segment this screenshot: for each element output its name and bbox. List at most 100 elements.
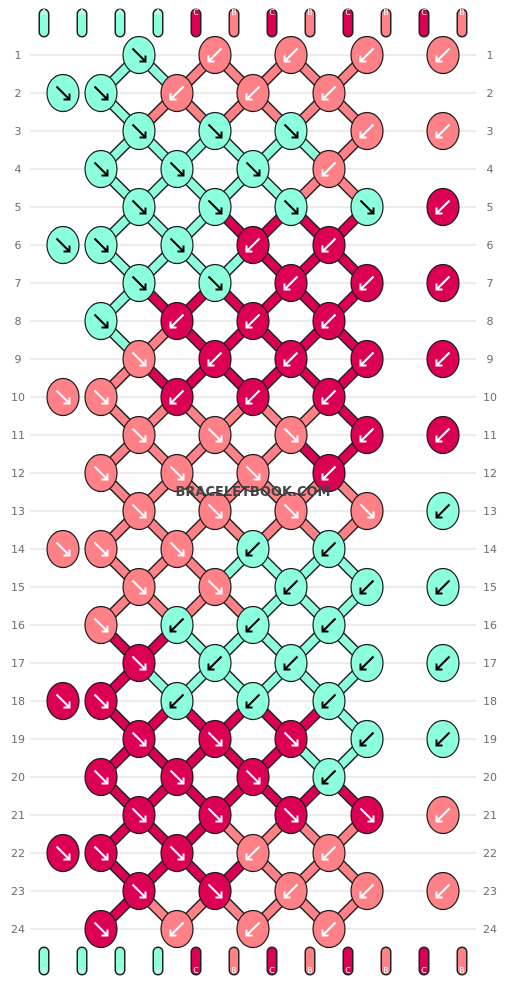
knot (350, 263, 384, 303)
knot-arrow (435, 199, 451, 215)
knot (312, 453, 346, 493)
strand-label-bottom: B (383, 966, 389, 975)
knot-arrowhead (101, 169, 109, 177)
knot-arrowhead (367, 815, 375, 823)
knot (84, 757, 118, 797)
knot-arrow (131, 579, 147, 595)
knot-arrow (321, 389, 337, 405)
knot (84, 73, 118, 113)
knot-arrowhead (283, 587, 291, 595)
knot-arrow (245, 693, 261, 709)
knot-arrowhead (215, 207, 223, 215)
knot-arrowhead (139, 283, 147, 291)
knot-arrow (207, 199, 223, 215)
knot-arrow (93, 693, 109, 709)
knot (350, 187, 384, 227)
knot-arrowhead (63, 397, 71, 405)
knot (274, 111, 308, 151)
knot (426, 719, 460, 759)
knot-arrowhead (291, 207, 299, 215)
knot-arrowhead (169, 701, 177, 709)
knot-arrow (131, 427, 147, 443)
strand-label-top: B (307, 8, 313, 17)
knot-arrowhead (283, 55, 291, 63)
knot-arrowhead (435, 435, 443, 443)
knot (160, 225, 194, 265)
knot-arrowhead (101, 245, 109, 253)
strand-label-top: A (79, 8, 85, 17)
strand-label-bottom: C (193, 966, 199, 975)
knot-arrowhead (359, 891, 367, 899)
knot-arrow (321, 465, 337, 481)
knot-arrow (435, 883, 451, 899)
knot-arrowhead (139, 131, 147, 139)
knot-arrow (55, 237, 71, 253)
knot-arrow (283, 807, 299, 823)
knot-arrowhead (321, 473, 329, 481)
knot-arrow (55, 845, 71, 861)
knot-arrow (321, 769, 337, 785)
knot-arrow (169, 769, 185, 785)
knot-arrowhead (435, 55, 443, 63)
knot-arrowhead (245, 549, 253, 557)
strand-label-bottom: C (269, 966, 275, 975)
knot-arrow (435, 47, 451, 63)
knot (426, 795, 460, 835)
row-label-right: 21 (483, 809, 497, 822)
knot-arrow (93, 617, 109, 633)
knot-arrowhead (359, 587, 367, 595)
knot-arrow (435, 655, 451, 671)
strand-label-top: A (41, 8, 47, 17)
knot-arrow (93, 313, 109, 329)
knot (46, 681, 80, 721)
knot-arrowhead (359, 55, 367, 63)
knot (274, 643, 308, 683)
knot-arrowhead (139, 359, 147, 367)
row-label-left: 23 (11, 885, 25, 898)
knot-arrowhead (245, 929, 253, 937)
knot-arrow (359, 655, 375, 671)
row-label-right: 5 (487, 201, 494, 214)
knot-arrowhead (101, 93, 109, 101)
knot-arrowhead (101, 549, 109, 557)
watermark: BRACELETBOOK.COM (176, 485, 331, 500)
knot-arrow (321, 845, 337, 861)
knot-arrowhead (101, 321, 109, 329)
knot-arrow (283, 275, 299, 291)
knot (160, 377, 194, 417)
knot-arrow (93, 465, 109, 481)
knot-arrow (207, 427, 223, 443)
knot-arrowhead (359, 435, 367, 443)
knot-arrowhead (139, 587, 147, 595)
knot-arrow (283, 883, 299, 899)
row-label-left: 1 (15, 49, 22, 62)
knot-arrow (131, 47, 147, 63)
knot-arrow (169, 161, 185, 177)
knot-arrowhead (321, 929, 329, 937)
knot (160, 301, 194, 341)
knot (84, 909, 118, 949)
row-label-left: 9 (15, 353, 22, 366)
knot-arrowhead (253, 777, 261, 785)
knot (160, 681, 194, 721)
row-label-right: 7 (487, 277, 494, 290)
knot (312, 909, 346, 949)
knot-arrowhead (139, 55, 147, 63)
knot-arrowhead (215, 283, 223, 291)
knot-arrowhead (139, 511, 147, 519)
knot (46, 529, 80, 569)
knot-arrow (359, 123, 375, 139)
knot-arrow (321, 617, 337, 633)
knot-arrow (283, 503, 299, 519)
knot-arrowhead (359, 283, 367, 291)
knot (350, 567, 384, 607)
knot (122, 491, 156, 531)
strand-label-top: B (383, 8, 389, 17)
knot-arrowhead (139, 815, 147, 823)
knot-arrowhead (359, 359, 367, 367)
strand-label-bottom: C (421, 966, 427, 975)
knot (426, 491, 460, 531)
row-label-left: 5 (15, 201, 22, 214)
knot (426, 263, 460, 303)
knot-arrow (435, 807, 451, 823)
